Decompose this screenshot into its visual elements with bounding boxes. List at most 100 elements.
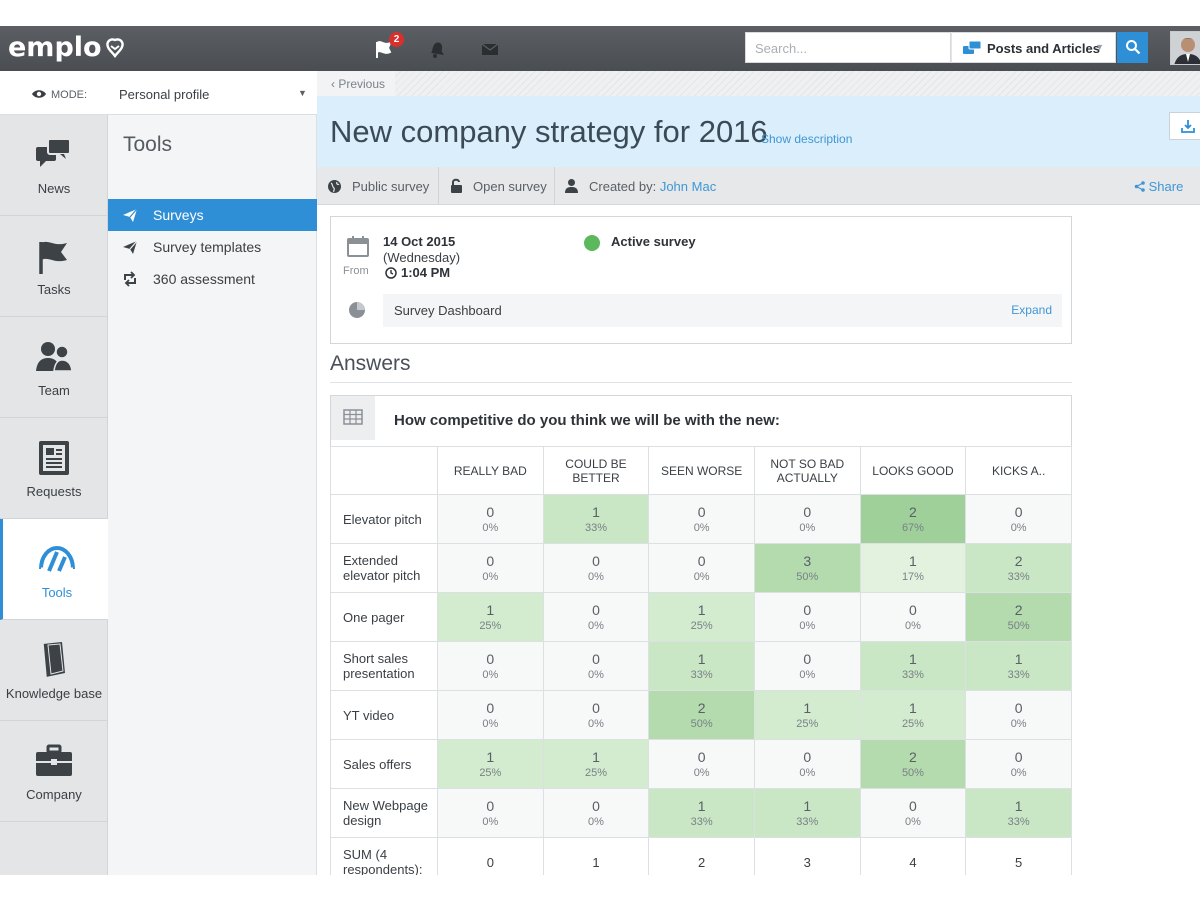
sum-label: SUM (4 respondents): xyxy=(330,837,438,875)
app-logo[interactable]: emplo xyxy=(8,32,102,63)
answer-percent: 25% xyxy=(901,718,924,730)
creator-link[interactable]: John Mac xyxy=(659,179,717,194)
nav-item-knowledge-base[interactable]: Knowledge base xyxy=(0,620,108,721)
answer-percent: 25% xyxy=(690,620,713,632)
answer-cell: 0 0% xyxy=(542,543,650,593)
answer-cell: 1 33% xyxy=(965,788,1072,838)
user-icon xyxy=(565,179,578,193)
answer-count: 2 xyxy=(909,504,917,520)
nav-item-requests[interactable]: Requests xyxy=(0,418,108,519)
answer-percent: 0% xyxy=(1010,767,1027,779)
answer-count: 1 xyxy=(909,700,917,716)
chevron-down-icon: ▼ xyxy=(298,88,307,98)
answer-percent: 0% xyxy=(693,522,710,534)
column-header: KICKS A.. xyxy=(965,446,1072,495)
answer-cell: 0 0% xyxy=(859,592,967,642)
answer-count: 0 xyxy=(486,553,495,569)
answer-percent: 33% xyxy=(1007,669,1030,681)
nav-item-tools[interactable]: Tools xyxy=(0,519,108,620)
answer-cell: 1 33% xyxy=(965,641,1072,691)
search-scope-select[interactable]: Posts and Articles ▼ xyxy=(951,32,1116,63)
column-header: NOT SO BAD ACTUALLY xyxy=(753,446,861,495)
mode-label: MODE: xyxy=(51,89,88,101)
answer-percent: 67% xyxy=(901,522,924,534)
answer-count: 1 xyxy=(909,553,917,569)
subnav-item-surveys[interactable]: Surveys xyxy=(108,199,317,231)
previous-link[interactable]: ‹ Previous xyxy=(317,71,395,96)
meta-divider xyxy=(438,167,439,205)
answer-cell: 0 0% xyxy=(542,690,650,740)
nav-item-team[interactable]: Team xyxy=(0,317,108,418)
sum-row: SUM (4 respondents): 0 1 2 3 4 5 xyxy=(330,837,1072,875)
team-icon xyxy=(36,342,73,372)
answer-percent: 50% xyxy=(901,767,924,779)
answer-percent: 0% xyxy=(905,816,921,828)
answer-count: 2 xyxy=(697,700,706,716)
answer-count: 1 xyxy=(697,798,706,814)
answer-percent: 25% xyxy=(584,767,607,779)
show-description-link[interactable]: Show description xyxy=(761,132,853,146)
answer-percent: 33% xyxy=(1007,571,1030,583)
app-window: emplo 2 Search... Posts and Articles ▼ xyxy=(0,26,1200,875)
retweet-icon xyxy=(124,271,136,287)
nav-item-news[interactable]: News xyxy=(0,115,108,216)
search-button[interactable] xyxy=(1117,32,1148,63)
nav-label: Tools xyxy=(41,585,73,600)
book-icon xyxy=(42,642,65,678)
answer-count: 1 xyxy=(1014,651,1023,667)
mode-selector[interactable]: MODE: Personal profile ▼ xyxy=(0,71,317,115)
share-button[interactable]: Share xyxy=(1134,167,1183,205)
answer-percent: 33% xyxy=(690,816,713,828)
nav-item-tasks[interactable]: Tasks xyxy=(0,216,108,317)
nav-label: News xyxy=(37,181,71,196)
user-avatar[interactable] xyxy=(1170,31,1200,65)
expand-link[interactable]: Expand xyxy=(1011,303,1052,317)
subnav-item-survey-templates[interactable]: Survey templates xyxy=(108,231,317,263)
answer-cell: 1 25% xyxy=(648,592,755,642)
answer-cell: 1 25% xyxy=(437,592,544,642)
answer-cell: 0 0% xyxy=(437,788,544,838)
download-icon xyxy=(1181,120,1195,133)
answer-count: 0 xyxy=(909,798,917,814)
answer-count: 0 xyxy=(486,651,495,667)
answer-count: 0 xyxy=(486,798,495,814)
answer-cell: 1 33% xyxy=(753,788,861,838)
answer-count: 0 xyxy=(486,700,495,716)
flag-icon xyxy=(39,241,67,274)
answer-count: 0 xyxy=(592,602,600,618)
answer-cell: 2 50% xyxy=(965,592,1072,642)
answer-count: 0 xyxy=(697,504,706,520)
globe-icon xyxy=(328,180,341,193)
bell-icon[interactable] xyxy=(426,38,448,60)
subnav-item-360-assessment[interactable]: 360 assessment xyxy=(108,263,317,295)
answer-count: 1 xyxy=(803,700,812,716)
answer-percent: 0% xyxy=(1010,718,1027,730)
row-label: Sales offers xyxy=(330,739,438,789)
share-label: Share xyxy=(1148,179,1184,194)
answer-percent: 0% xyxy=(905,620,921,632)
answer-cell: 2 33% xyxy=(965,543,1072,593)
answer-percent: 33% xyxy=(1007,816,1030,828)
answer-count: 0 xyxy=(592,651,600,667)
search-input[interactable]: Search... xyxy=(745,32,951,63)
sum-cell: 0 xyxy=(437,837,544,875)
nav-label: Knowledge base xyxy=(5,686,103,701)
answer-cell: 0 0% xyxy=(859,788,967,838)
answer-count: 1 xyxy=(697,602,706,618)
requests-icon xyxy=(39,441,69,475)
answer-cell: 0 0% xyxy=(437,690,544,740)
nav-item-company[interactable]: Company xyxy=(0,721,108,822)
dashboard-label: Survey Dashboard xyxy=(394,303,502,318)
answer-count: 0 xyxy=(803,602,812,618)
answer-cell: 1 25% xyxy=(542,739,650,789)
answer-cell: 1 33% xyxy=(542,494,650,544)
answer-percent: 0% xyxy=(482,669,499,681)
answer-cell: 3 50% xyxy=(753,543,861,593)
gauge-icon xyxy=(39,545,75,572)
row-label: Extended elevator pitch xyxy=(330,543,438,593)
answer-percent: 0% xyxy=(482,816,499,828)
envelope-icon[interactable] xyxy=(479,38,501,60)
flag-notifications-icon[interactable] xyxy=(373,38,395,60)
download-button[interactable] xyxy=(1169,112,1200,140)
survey-dashboard-row[interactable]: Survey Dashboard Expand xyxy=(383,294,1062,327)
